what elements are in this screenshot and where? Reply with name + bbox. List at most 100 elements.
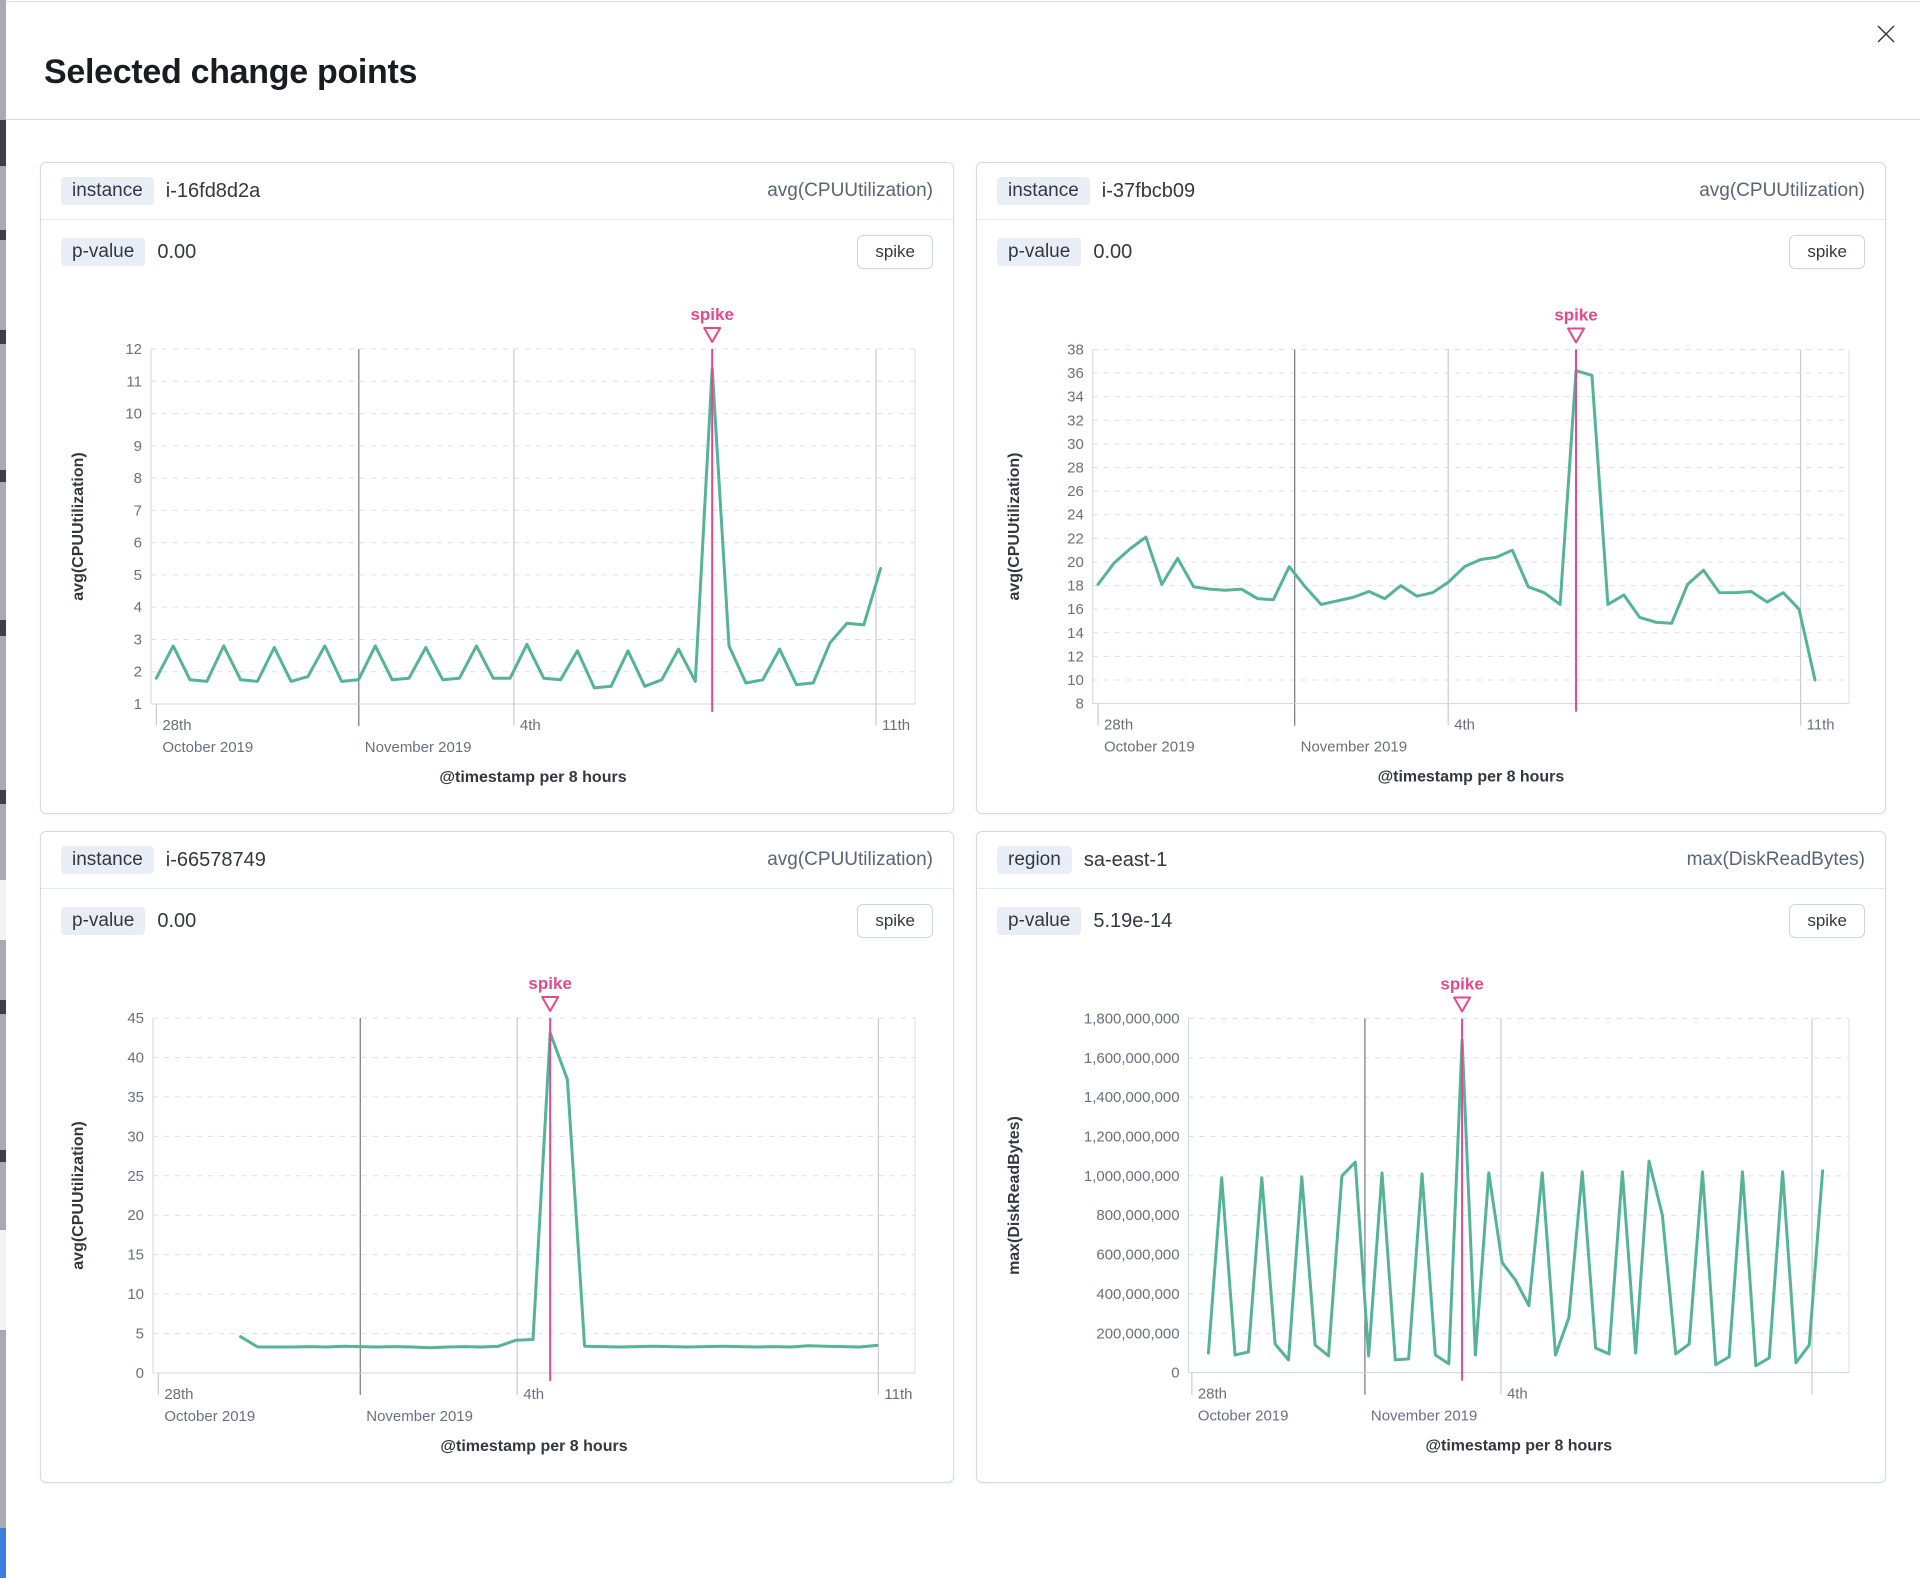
background-page-edge [0, 0, 6, 1578]
y-tick-label: 30 [127, 1128, 144, 1145]
pvalue-value: 5.19e-14 [1093, 909, 1173, 932]
series-line [239, 1031, 879, 1350]
y-axis-title: max(DiskReadBytes) [1006, 1116, 1023, 1275]
pvalue-badge: p-value [997, 238, 1082, 266]
card-header: instance i-16fd8d2a avg(CPUUtilization) [41, 163, 953, 220]
y-tick-label: 1 [134, 696, 142, 713]
x-tick-sublabel: October 2019 [1104, 739, 1195, 756]
y-axis-title: avg(CPUUtilization) [1006, 453, 1023, 601]
x-axis-title: @timestamp per 8 hours [1378, 768, 1565, 785]
y-tick-label: 6 [134, 535, 142, 552]
y-tick-label: 11 [126, 373, 142, 390]
background-page-edge-mark [0, 1150, 6, 1162]
y-tick-label: 25 [127, 1168, 144, 1185]
y-tick-label: 4 [134, 599, 142, 616]
field-badge: region [997, 846, 1072, 874]
close-button[interactable] [1868, 16, 1904, 52]
y-tick-label: 5 [136, 1326, 144, 1343]
background-page-edge-mark [0, 620, 6, 636]
y-tick-label: 34 [1067, 389, 1084, 406]
chart-canvas: 1,800,000,000 1,600,000,000 1,400,000,000 1… [1006, 975, 1850, 1454]
y-axis-title: avg(CPUUtilization) [70, 452, 87, 600]
y-tick-label: 600,000,000 [1096, 1247, 1179, 1264]
spike-annotation-label: spike [1554, 306, 1597, 325]
y-tick-label: 14 [1067, 625, 1084, 642]
field-value: i-66578749 [165, 848, 266, 871]
spike-annotation-label: spike [690, 305, 733, 324]
y-tick-label: 10 [1067, 672, 1084, 689]
x-tick-sublabel: November 2019 [1371, 1408, 1477, 1425]
card-subheader: p-value 0.00 spike [41, 220, 953, 284]
x-tick-sublabel: November 2019 [365, 739, 472, 756]
spike-type-button[interactable]: spike [857, 904, 933, 938]
x-tick-label: 28th [1104, 717, 1133, 734]
y-tick-label: 12 [1067, 648, 1084, 665]
y-tick-label: 2 [134, 664, 142, 681]
y-tick-label: 0 [136, 1365, 144, 1382]
card-header: instance i-37fbcb09 avg(CPUUtilization) [977, 163, 1885, 220]
chart-canvas: 38 36 34 32 30 28 26 24 22 20 18 16 14 12 10 8 28th Octob… [1006, 306, 1850, 785]
flyout-top-border [6, 1, 1920, 2]
y-tick-label: 40 [127, 1049, 144, 1066]
y-tick-label: 10 [125, 406, 142, 423]
field-value: sa-east-1 [1083, 848, 1168, 871]
y-tick-label: 400,000,000 [1096, 1286, 1179, 1303]
x-tick-label: 4th [1507, 1386, 1528, 1403]
y-tick-label: 36 [1067, 365, 1084, 382]
card-subheader: p-value 0.00 spike [977, 220, 1885, 284]
change-point-card: instance i-66578749 avg(CPUUtilization) … [40, 831, 954, 1483]
y-tick-label: 18 [1067, 578, 1084, 595]
spike-type-button[interactable]: spike [857, 235, 933, 269]
pvalue-badge: p-value [61, 907, 146, 935]
y-tick-label: 800,000,000 [1096, 1207, 1179, 1224]
y-axis-title: avg(CPUUtilization) [70, 1121, 87, 1269]
spike-type-button[interactable]: spike [1789, 235, 1865, 269]
spike-triangle-icon [541, 996, 560, 1012]
background-page-edge-mark [0, 330, 6, 344]
spike-triangle-icon [1567, 327, 1586, 344]
x-tick-label: 28th [1198, 1386, 1227, 1403]
x-tick-label: 28th [164, 1386, 193, 1403]
card-header: region sa-east-1 max(DiskReadBytes) [977, 832, 1885, 889]
background-page-edge-mark [0, 790, 6, 804]
change-point-card: instance i-37fbcb09 avg(CPUUtilization) … [976, 162, 1886, 814]
y-tick-label: 5 [134, 567, 142, 584]
pvalue-badge: p-value [997, 907, 1082, 935]
pvalue-value: 0.00 [157, 909, 197, 932]
metric-label: avg(CPUUtilization) [1699, 180, 1865, 201]
x-tick-label: 4th [1454, 717, 1475, 734]
pvalue-badge: p-value [61, 238, 146, 266]
y-tick-label: 200,000,000 [1096, 1325, 1179, 1342]
spike-triangle-icon [703, 327, 722, 343]
series-line [1206, 1038, 1825, 1368]
y-tick-label: 8 [134, 470, 142, 487]
pvalue-value: 0.00 [157, 240, 197, 263]
metric-label: avg(CPUUtilization) [767, 849, 933, 870]
background-page-edge-blue-bar [0, 1528, 6, 1578]
y-tick-label: 8 [1075, 696, 1083, 713]
y-tick-label: 1,800,000,000 [1084, 1010, 1180, 1027]
y-tick-label: 1,400,000,000 [1084, 1089, 1180, 1106]
y-tick-label: 20 [1067, 554, 1084, 571]
y-tick-label: 26 [1067, 483, 1084, 500]
field-value: i-16fd8d2a [165, 179, 261, 202]
x-axis-title: @timestamp per 8 hours [1425, 1437, 1612, 1454]
y-tick-label: 9 [134, 438, 142, 455]
card-subheader: p-value 0.00 spike [41, 889, 953, 953]
series-line [154, 366, 883, 690]
field-value: i-37fbcb09 [1101, 179, 1196, 202]
chart-canvas: 12 11 10 9 8 7 6 5 4 3 2 1 28th October 2019 November … [70, 305, 916, 786]
background-page-edge-mark [0, 120, 6, 166]
y-tick-label: 28 [1067, 459, 1084, 476]
x-tick-label: 4th [523, 1386, 544, 1403]
change-point-card: instance i-16fd8d2a avg(CPUUtilization) … [40, 162, 954, 814]
y-tick-label: 12 [125, 341, 142, 358]
y-tick-label: 0 [1171, 1365, 1179, 1382]
spike-type-button[interactable]: spike [1789, 904, 1865, 938]
y-tick-label: 7 [134, 502, 142, 519]
x-tick-label: 28th [162, 717, 191, 734]
card-subheader: p-value 5.19e-14 spike [977, 889, 1885, 953]
x-tick-sublabel: November 2019 [366, 1408, 473, 1425]
change-point-card: region sa-east-1 max(DiskReadBytes) p-va… [976, 831, 1886, 1483]
x-tick-sublabel: October 2019 [164, 1408, 255, 1425]
